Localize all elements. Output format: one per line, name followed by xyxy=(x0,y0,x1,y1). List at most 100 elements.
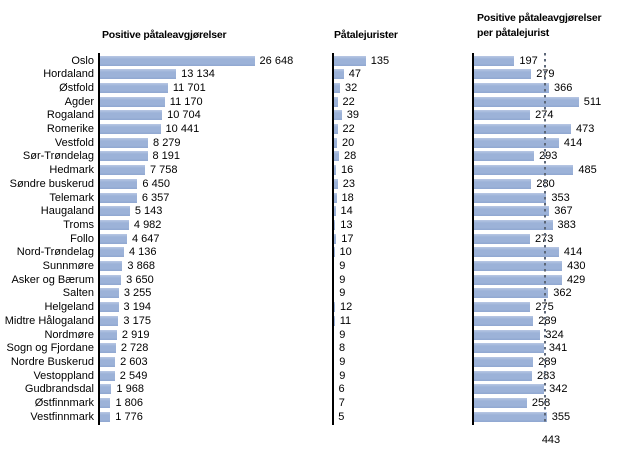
bar-value-label: 9 xyxy=(339,273,346,286)
bar-value-label: 26 648 xyxy=(259,54,294,67)
bar-value-label: 9 xyxy=(339,260,346,272)
bar xyxy=(472,384,545,395)
bar-value-label: 366 xyxy=(554,81,573,94)
bar-value-label: 47 xyxy=(348,68,361,81)
category-label: Salten xyxy=(62,287,94,300)
bar-value-label: 7 xyxy=(338,397,345,409)
bar-value-label: 7 758 xyxy=(149,164,178,177)
bar-value-label: 3 255 xyxy=(123,287,152,300)
bar xyxy=(472,261,563,271)
bar-value-label: 28 xyxy=(344,150,357,163)
bar xyxy=(472,165,574,176)
bar-value-label: 353 xyxy=(551,191,570,204)
bar-value-label: 10 xyxy=(339,246,352,259)
bar-value-label: 414 xyxy=(563,136,583,149)
bar xyxy=(472,192,547,203)
bar xyxy=(98,247,124,258)
bar-value-label: 8 191 xyxy=(152,150,181,163)
bar xyxy=(332,69,344,80)
category-label: Østfold xyxy=(59,81,94,94)
bar xyxy=(332,233,337,244)
bar xyxy=(332,110,342,121)
bar-value-label: 3 650 xyxy=(126,273,154,286)
category-label: Søndre buskerud xyxy=(9,177,94,190)
bar-value-label: 430 xyxy=(567,260,586,272)
bar xyxy=(98,384,112,395)
bar xyxy=(98,110,163,121)
bar-value-label: 5 143 xyxy=(134,205,163,218)
bar-value-label: 11 701 xyxy=(172,81,206,94)
bar-value-label: 2 919 xyxy=(121,328,150,341)
bar xyxy=(98,398,111,408)
bar xyxy=(332,178,338,189)
category-label: Gudbrandsdal xyxy=(24,383,94,396)
category-label: Troms xyxy=(63,218,94,231)
bar xyxy=(472,206,550,217)
category-label: Romerike xyxy=(46,123,94,135)
bar-value-label: 289 xyxy=(538,314,557,327)
bar-value-label: 197 xyxy=(519,54,538,67)
category-label: Vestfinnmark xyxy=(30,410,94,423)
category-label: Sør-Trøndelag xyxy=(22,150,94,163)
bar xyxy=(332,165,336,176)
bar-value-label: 14 xyxy=(340,205,353,218)
bar xyxy=(98,274,122,285)
bar-value-label: 9 xyxy=(339,369,346,382)
bar-value-label: 8 xyxy=(339,342,346,355)
bar xyxy=(98,151,148,162)
bar-value-label: 6 450 xyxy=(142,177,170,190)
bar xyxy=(98,219,129,230)
bar-value-label: 135 xyxy=(370,54,390,67)
category-label: Helgeland xyxy=(44,301,94,314)
bar-value-label: 511 xyxy=(583,95,602,108)
bar-value-label: 289 xyxy=(538,355,557,368)
bar-value-label: 17 xyxy=(341,232,354,245)
bar xyxy=(332,124,338,134)
bar xyxy=(472,137,559,148)
category-label: Vestoppland xyxy=(33,369,94,382)
bar xyxy=(98,82,168,93)
bar xyxy=(98,370,115,381)
category-label: Hedmark xyxy=(49,164,94,177)
category-label: Follo xyxy=(70,232,94,245)
bar xyxy=(472,82,550,93)
bar-value-label: 473 xyxy=(575,123,595,135)
bar xyxy=(98,206,130,217)
bar-value-label: 32 xyxy=(345,81,358,94)
bar xyxy=(98,178,138,189)
category-label: Nord-Trøndelag xyxy=(16,246,94,259)
bar-value-label: 367 xyxy=(554,205,573,218)
bar-value-label: 6 xyxy=(338,383,345,396)
bar-value-label: 342 xyxy=(549,383,568,396)
category-label: Telemark xyxy=(49,191,94,204)
bar-value-label: 3 868 xyxy=(127,260,155,272)
bar-value-label: 341 xyxy=(548,342,568,355)
bar-value-label: 324 xyxy=(545,328,564,341)
panel-title-decisions-per-prosecutor: Positive påtaleavgjørelser per påtalejur… xyxy=(477,12,602,39)
axis-line-panel-2 xyxy=(332,53,334,425)
bar-value-label: 2 728 xyxy=(120,342,149,355)
category-label: Oslo xyxy=(71,54,94,67)
bar-value-label: 9 xyxy=(339,328,346,341)
bar xyxy=(98,233,127,244)
bar xyxy=(98,55,255,66)
bar xyxy=(472,315,534,326)
bar xyxy=(98,302,119,313)
reference-line-label: 443 xyxy=(541,434,561,446)
category-label: Agder xyxy=(64,95,94,108)
bar xyxy=(98,69,177,80)
bar xyxy=(472,110,531,121)
bar xyxy=(472,69,532,80)
bar-value-label: 280 xyxy=(536,177,555,190)
bar xyxy=(472,96,579,107)
bar xyxy=(98,329,117,340)
category-label: Hordaland xyxy=(43,68,94,81)
bar xyxy=(98,356,116,367)
bar-value-label: 362 xyxy=(553,287,572,300)
bar-value-label: 1 776 xyxy=(115,410,143,423)
bar xyxy=(98,96,165,107)
bar xyxy=(98,137,149,148)
category-label: Asker og Bærum xyxy=(11,273,94,286)
bar-value-label: 383 xyxy=(557,218,576,231)
category-label: Midtre Hålogaland xyxy=(4,314,94,327)
